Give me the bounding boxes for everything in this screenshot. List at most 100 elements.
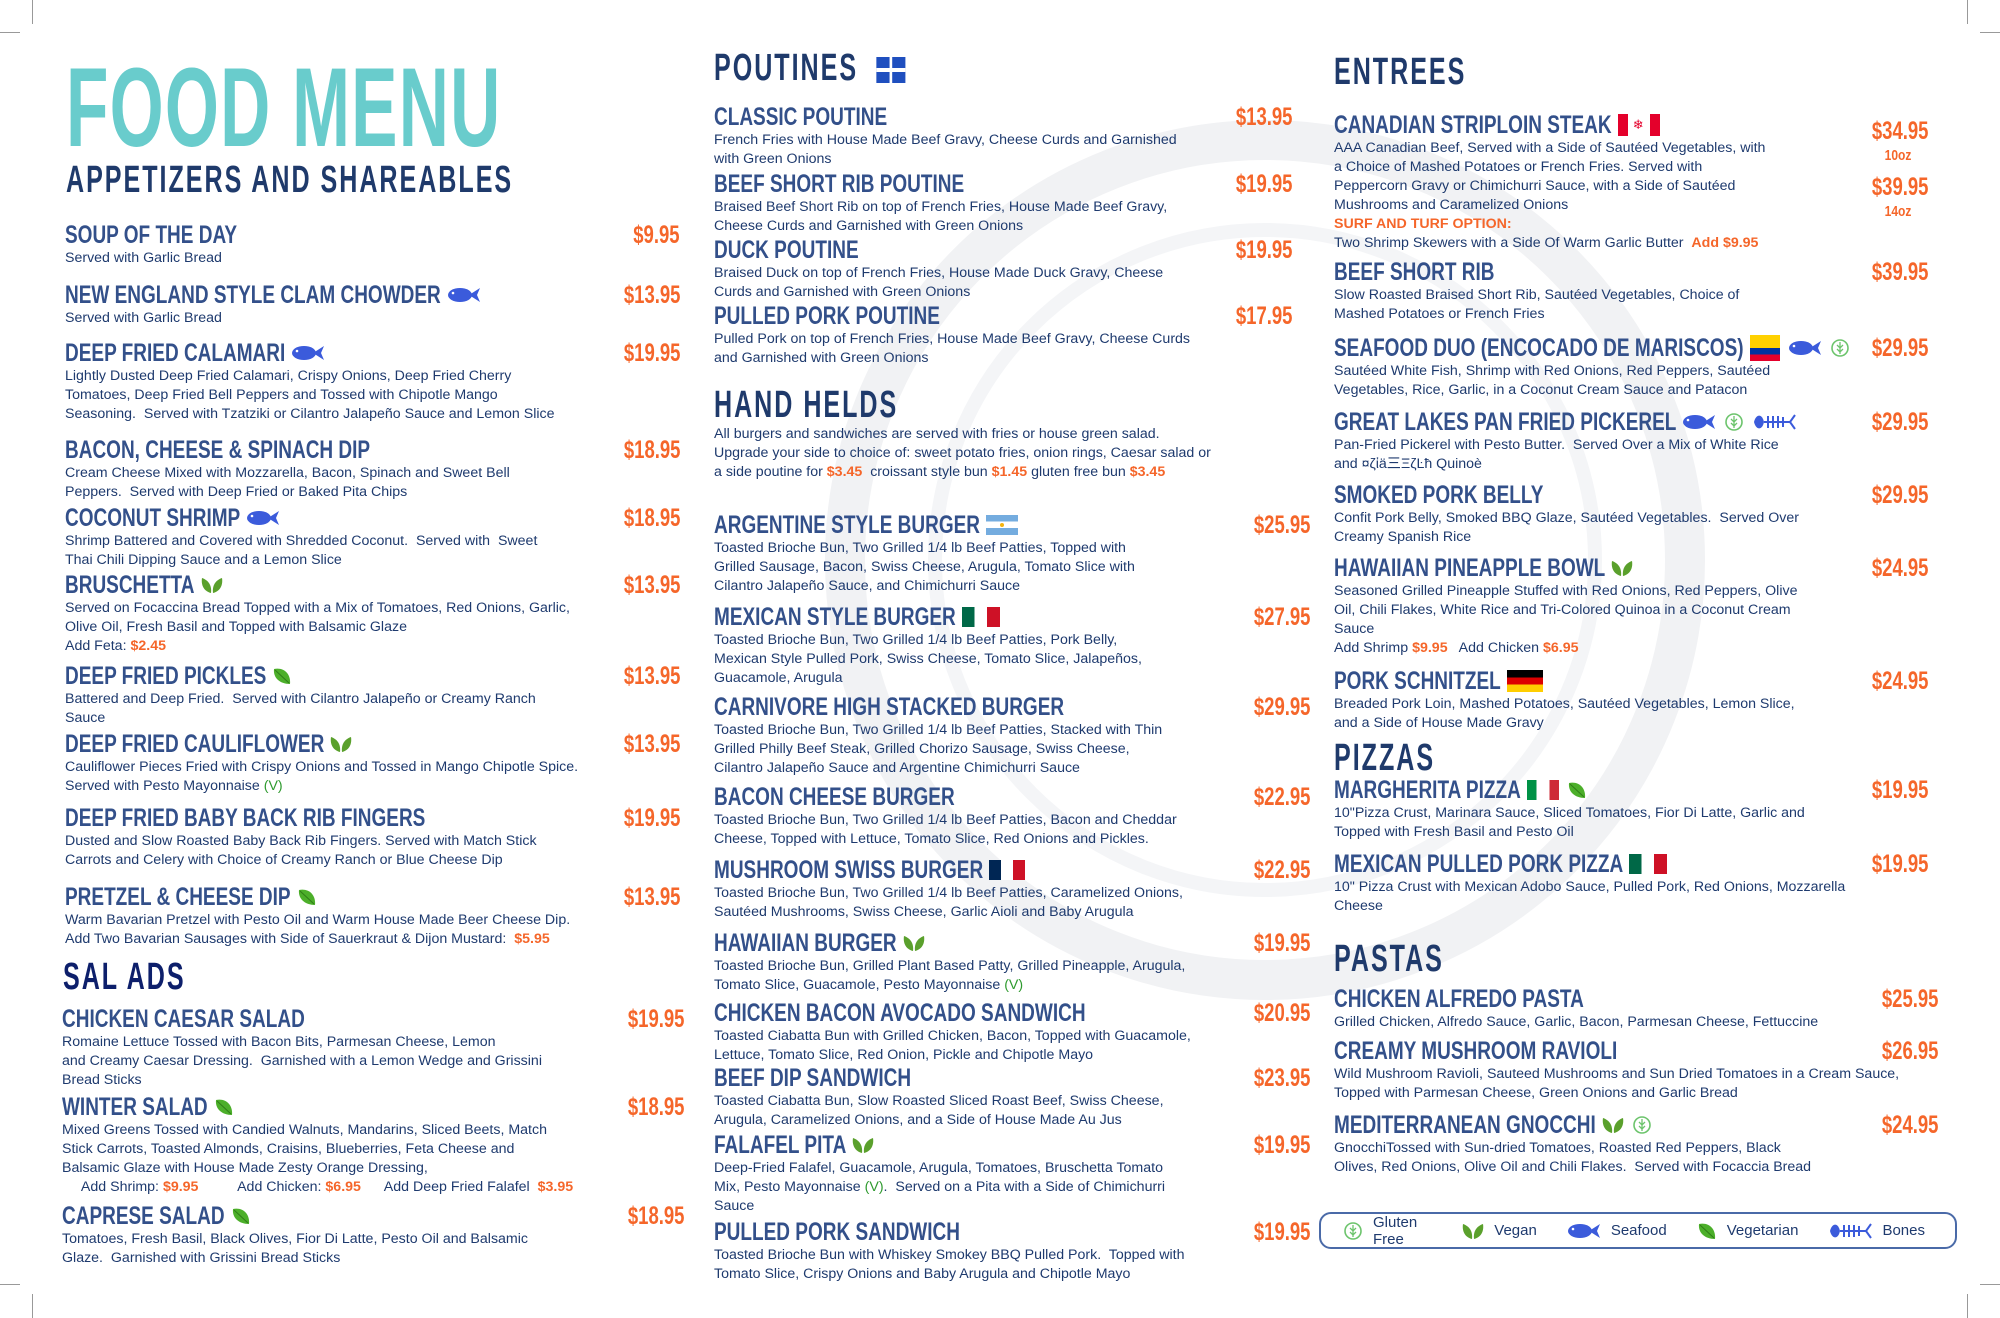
item-price: $22.95 — [1253, 783, 1310, 811]
item-price: $18.95 — [627, 1093, 684, 1121]
price-addon: $9.95 — [162, 1179, 199, 1195]
item-description: Confit Pork Belly, Smoked BBQ Glaze, Sau… — [1334, 509, 1995, 547]
item-name: COCONUT SHRIMP — [65, 504, 241, 532]
item-name: CHICKEN CAESAR SALAD — [62, 1005, 305, 1033]
item-description: Slow Roasted Braised Short Rib, Sautéed … — [1334, 286, 1995, 324]
item-icons — [246, 510, 280, 526]
price-addon: $1.45 — [991, 464, 1028, 480]
item-icons — [291, 345, 325, 361]
item-name: MUSHROOM SWISS BURGER — [714, 856, 984, 884]
vegetarian-icon — [297, 887, 317, 907]
item-name-row: HAWAIIAN BURGER — [714, 929, 1995, 957]
menu-item: SMOKED PORK BELLY Confit Pork Belly, Smo… — [1334, 481, 1995, 547]
item-price: $24.95 — [1871, 667, 1928, 695]
item-name: PULLED PORK SANDWICH — [714, 1218, 960, 1246]
legend-item-bones: Bones — [1828, 1220, 1925, 1242]
crop-mark — [32, 0, 33, 24]
description-text: Lightly Dusted Deep Fried Calamari, Cris… — [65, 368, 555, 422]
vegan-icon — [1611, 559, 1633, 577]
item-icons — [1602, 1115, 1652, 1135]
item-name: BEEF DIP SANDWICH — [714, 1064, 912, 1092]
menu-item: CARNIVORE HIGH STACKED BURGER Toasted Br… — [714, 693, 1995, 778]
description-text: croissant style bun — [862, 464, 992, 480]
item-name: MEXICAN STYLE BURGER — [714, 603, 956, 631]
menu-item: CHICKEN BACON AVOCADO SANDWICH Toasted C… — [714, 999, 1995, 1065]
gluten-free-icon — [1343, 1221, 1363, 1241]
item-name: SMOKED PORK BELLY — [1334, 481, 1544, 509]
seafood-icon — [1682, 414, 1716, 430]
item-price: $24.95 — [1871, 554, 1928, 582]
item-icons — [1611, 559, 1633, 577]
item-description: Lightly Dusted Deep Fried Calamari, Cris… — [65, 367, 1995, 424]
section-heading-appetizers: APPETIZERS AND SHAREABLES — [66, 159, 514, 201]
item-description: Served on Focaccina Bread Topped with a … — [65, 599, 1995, 656]
item-name: PORK SCHNITZEL — [1334, 667, 1501, 695]
item-description: French Fries with House Made Beef Gravy,… — [714, 131, 1995, 169]
description-text: Dusted and Slow Roasted Baby Back Rib Fi… — [65, 833, 537, 868]
item-name-row: BACON CHEESE BURGER — [714, 783, 1995, 811]
menu-item: CREAMY MUSHROOM RAVIOLI Wild Mushroom Ra… — [1334, 1037, 1995, 1103]
item-name: CANADIAN STRIPLOIN STEAK — [1334, 111, 1612, 139]
menu-item: CHICKEN ALFREDO PASTA Grilled Chicken, A… — [1334, 985, 1995, 1032]
item-name-row: WINTER SALAD — [62, 1093, 1995, 1121]
section-heading-poutines: POUTINES — [714, 48, 906, 88]
mexico-flag-icon — [1629, 854, 1668, 874]
vegan-mark: (V) — [864, 1179, 884, 1195]
item-name: BEEF SHORT RIB — [1334, 258, 1495, 286]
item-price: $19.95 — [1235, 236, 1292, 264]
vegan-icon — [903, 934, 925, 952]
description-text: Toasted Brioche Bun, Two Grilled 1/4 lb … — [714, 812, 1177, 847]
description-text: Toasted Brioche Bun, Two Grilled 1/4 lb … — [714, 632, 1142, 686]
item-description: 10" Pizza Crust with Mexican Adobo Sauce… — [1334, 878, 1995, 916]
item-name: DEEP FRIED CALAMARI — [65, 339, 286, 367]
item-name: SEAFOOD DUO (ENCOCADO DE MARISCOS) — [1334, 334, 1744, 362]
france-flag-icon — [989, 860, 1026, 880]
vegetarian-icon — [272, 666, 292, 686]
item-description: Deep-Fried Falafel, Guacamole, Arugula, … — [714, 1159, 1995, 1216]
item-description: Romaine Lettuce Tossed with Bacon Bits, … — [62, 1033, 1995, 1090]
item-price: $27.95 — [1253, 603, 1310, 631]
item-description: Battered and Deep Fried. Served with Cil… — [65, 690, 1995, 728]
item-price: $23.95 — [1253, 1064, 1310, 1092]
item-size: 14oz — [1884, 203, 1911, 220]
gluten-free-icon — [1830, 338, 1850, 358]
item-price: $19.95 — [1871, 776, 1928, 804]
menu-item: FALAFEL PITA Deep-Fried Falafel, Guacamo… — [714, 1131, 1995, 1216]
description-text: Cauliflower Pieces Fried with Crispy Oni… — [65, 759, 579, 794]
item-name: WINTER SALAD — [62, 1093, 208, 1121]
vegetarian-icon — [1567, 780, 1587, 800]
item-name: CHICKEN ALFREDO PASTA — [1334, 985, 1584, 1013]
item-description: Seasoned Grilled Pineapple Stuffed with … — [1334, 582, 1995, 658]
menu-item: COCONUT SHRIMP Shrimp Battered and Cover… — [65, 504, 1995, 570]
section-heading-pizzas: PIZZAS — [1334, 737, 1436, 779]
item-price: $26.95 — [1881, 1037, 1938, 1065]
item-price: $19.95 — [1235, 170, 1292, 198]
item-icons — [330, 735, 352, 753]
description-text: Sautéed White Fish, Shrimp with Red Onio… — [1334, 363, 1771, 398]
item-price: $13.95 — [1235, 103, 1292, 131]
vegan-icon — [201, 576, 223, 594]
item-name: CREAMY MUSHROOM RAVIOLI — [1334, 1037, 1618, 1065]
description-text: . Served on a Pita with a Side of Chimic… — [714, 1179, 1166, 1214]
item-name: CHICKEN BACON AVOCADO SANDWICH — [714, 999, 1086, 1027]
item-description: Toasted Brioche Bun, Grilled Plant Based… — [714, 957, 1995, 995]
description-text: Add Chicken — [1447, 640, 1544, 656]
item-name-row: FALAFEL PITA — [714, 1131, 1995, 1159]
seafood-icon — [1567, 1223, 1601, 1239]
menu-item: NEW ENGLAND STYLE CLAM CHOWDER Served wi… — [65, 281, 1995, 328]
menu-item: SEAFOOD DUO (ENCOCADO DE MARISCOS) Sauté… — [1334, 334, 1995, 400]
item-price: $25.95 — [1881, 985, 1938, 1013]
item-name-row: DUCK POUTINE — [714, 236, 1995, 264]
description-text: Toasted Brioche Bun with Whiskey Smokey … — [714, 1247, 1185, 1282]
description-text: Cream Cheese Mixed with Mozzarella, Baco… — [65, 465, 510, 500]
item-name-row: SMOKED PORK BELLY — [1334, 481, 1995, 509]
description-text: Battered and Deep Fried. Served with Cil… — [65, 691, 536, 726]
argentina-flag-icon — [986, 515, 1019, 535]
bones-icon — [1828, 1220, 1873, 1242]
legend-item-seafood: Seafood — [1567, 1222, 1667, 1239]
item-name: DEEP FRIED CAULIFLOWER — [65, 730, 325, 758]
item-name: DEEP FRIED PICKLES — [65, 662, 267, 690]
item-icons — [1682, 411, 1797, 433]
item-price: $20.95 — [1253, 999, 1310, 1027]
item-name: GREAT LAKES PAN FRIED PICKEREL — [1334, 408, 1677, 436]
